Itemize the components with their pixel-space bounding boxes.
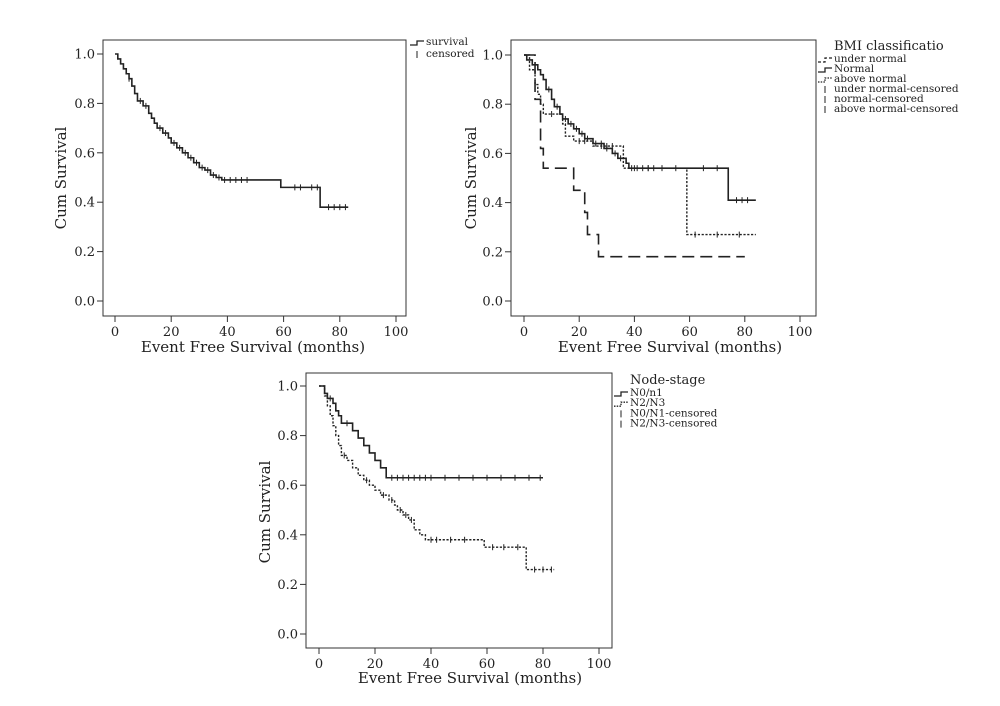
series-line-2 [319,385,555,571]
y-tick-label: 1.0 [482,49,503,64]
legend-label: under normal [834,53,907,65]
chart-panel-1: 0.0 0.2 0.4 0.6 0.8 1.0 0 20 40 60 80 100 Event Free… [52,36,475,356]
legend-swatch-line [614,391,628,397]
x-tick-label: 80 [737,325,754,340]
x-tick-label: 40 [626,325,643,340]
y-tick-label: 0.2 [74,245,95,260]
legend-label: above normal [834,73,907,85]
y-tick-label: 0.0 [277,628,298,643]
y-tick-label: 0.8 [482,98,503,113]
x-tick-label: 60 [479,657,496,672]
legend-label: Normal [834,63,875,75]
series-line-2 [524,54,756,201]
series-line-1 [524,54,745,258]
x-axis-label: Event Free Survival (months) [141,338,365,356]
legend-swatch-line [410,40,424,46]
legend-label: N0/n1 [630,387,663,399]
legend: Node-stageN0/n1N2/N3N0/N1-censoredN2/N3-… [614,373,718,430]
x-tick-label: 100 [587,657,612,672]
plot-frame [102,39,407,317]
legend-title: Node-stage [630,373,706,388]
legend-label: survival [426,36,469,48]
legend-swatch-line [818,57,832,63]
x-tick-label: 100 [788,325,813,340]
plot-frame [305,372,613,649]
y-tick-label: 0.4 [482,196,503,211]
chart-panel-2: 0.0 0.2 0.4 0.6 0.8 1.0 0 20 40 60 80 100 Event Free… [462,39,959,356]
legend-label: N2/N3-censored [630,418,718,430]
y-tick-label: 0.4 [74,196,95,211]
x-axis-label: Event Free Survival (months) [558,338,782,356]
y-tick-label: 0.2 [482,245,503,260]
x-tick-label: 20 [367,657,384,672]
x-tick-label: 40 [219,325,236,340]
y-axis-label: Cum Survival [256,460,274,563]
y-axis-label: Cum Survival [52,126,70,229]
legend-label: N2/N3 [630,397,665,409]
legend-label: above normal-censored [834,103,959,115]
x-tick-label: 60 [275,325,292,340]
x-tick-label: 40 [423,657,440,672]
legend-title: BMI classificatio [834,39,944,54]
series-line-1 [115,53,349,208]
legend-swatch-line [614,401,628,407]
y-tick-label: 0.6 [277,479,298,494]
x-tick-label: 0 [520,325,528,340]
x-axis-label: Event Free Survival (months) [358,669,582,687]
legend-label: censored [426,48,475,60]
legend-swatch-line [818,77,832,83]
x-tick-label: 80 [332,325,349,340]
x-tick-label: 0 [111,325,119,340]
legend-swatch-line [818,67,832,73]
y-tick-label: 0.2 [277,578,298,593]
y-tick-label: 0.6 [74,146,95,161]
chart-panel-3: 0.0 0.2 0.4 0.6 0.8 1.0 0 20 40 60 80 100 Event Free… [256,372,718,687]
x-tick-label: 60 [681,325,698,340]
x-tick-label: 0 [315,657,323,672]
y-tick-label: 0.0 [74,295,95,310]
y-tick-label: 0.4 [277,528,298,543]
y-tick-label: 0.8 [74,97,95,112]
y-tick-label: 1.0 [277,380,298,395]
legend-label: normal-censored [834,93,924,105]
plot-frame [510,39,817,317]
series-line-3 [524,54,756,236]
x-tick-label: 100 [384,325,409,340]
legend-label: N0/N1-censored [630,407,718,419]
legend-label: under normal-censored [834,83,959,95]
y-tick-label: 0.8 [277,429,298,444]
y-axis-label: Cum Survival [462,126,480,229]
x-tick-label: 20 [163,325,180,340]
y-tick-label: 0.6 [482,147,503,162]
y-tick-label: 1.0 [74,48,95,63]
y-tick-label: 0.0 [482,295,503,310]
x-tick-label: 80 [535,657,552,672]
x-tick-label: 20 [571,325,588,340]
